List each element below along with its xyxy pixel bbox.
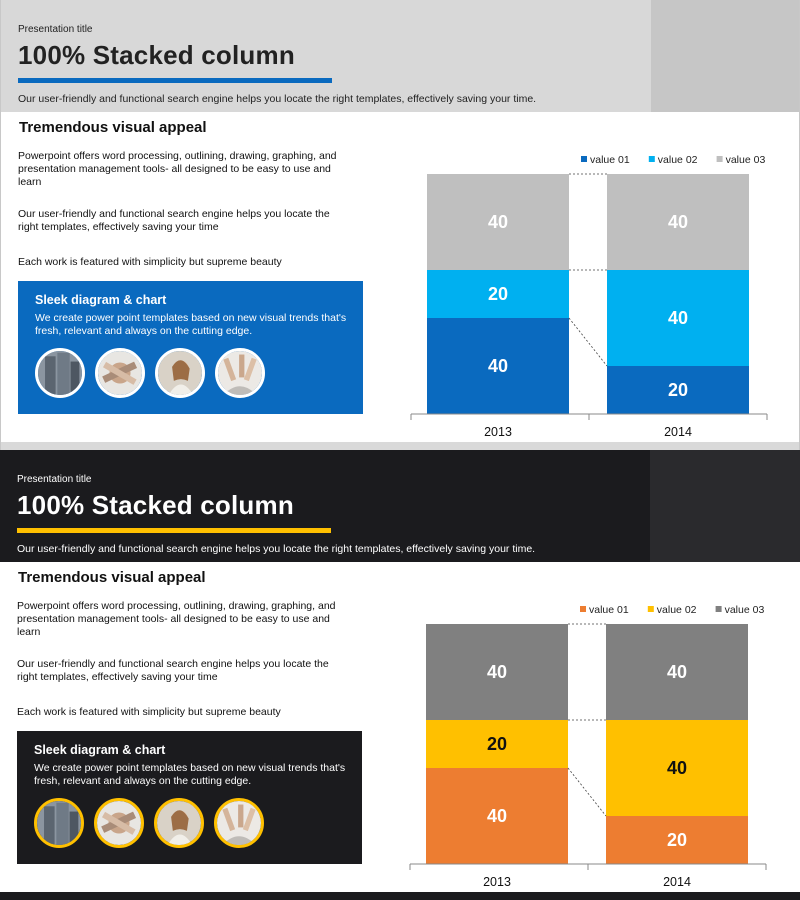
bar-segment	[606, 816, 748, 864]
legend-item: value 01	[581, 154, 630, 166]
title-underline	[18, 78, 332, 83]
data-label: 40	[668, 212, 688, 232]
presentation-title: Presentation title	[17, 474, 92, 485]
chart-canvas: value 01 value 02 value 03 40 20 40 20 40 40 2013…	[410, 154, 768, 439]
series-connector	[568, 317, 608, 367]
legend-item: value 03	[715, 604, 765, 616]
legend-label: value 02	[657, 604, 697, 616]
bar-segment	[426, 720, 568, 768]
x-tick-label: 2013	[483, 875, 511, 889]
section-heading: Tremendous visual appeal	[18, 569, 206, 586]
team-hands-photo	[95, 348, 145, 398]
bar-segment	[606, 720, 748, 816]
legend-swatch	[647, 606, 654, 612]
woman-phone-photo	[154, 798, 204, 848]
x-tick-label: 2014	[663, 875, 691, 889]
header-side-block	[651, 0, 799, 112]
bar-segment	[426, 768, 568, 864]
bar-segment	[427, 270, 569, 318]
page-title: 100% Stacked column	[17, 490, 294, 520]
legend-label: value 03	[725, 604, 765, 616]
paragraph-2: Our user-friendly and functional search …	[18, 208, 330, 233]
feature-box-title: Sleek diagram & chart	[34, 743, 166, 757]
slide-dark: Presentation title 100% Stacked column O…	[0, 450, 800, 900]
bar-segment	[427, 174, 569, 270]
page-subtitle: Our user-friendly and functional search …	[17, 543, 536, 555]
presentation-title: Presentation title	[18, 24, 93, 35]
stacked-column-chart: value 01 value 02 value 03 40 20 40 20 40 40 2013…	[381, 150, 799, 450]
legend-swatch	[716, 156, 723, 162]
data-label: 40	[667, 758, 687, 778]
data-label: 40	[488, 212, 508, 232]
woman-phone-photo	[155, 348, 205, 398]
bar-segment	[427, 318, 569, 414]
stacked-column-chart: value 01 value 02 value 03 40 20 40 20 40 40 2013…	[380, 600, 800, 900]
paragraph-1: Powerpoint offers word processing, outli…	[17, 600, 336, 638]
series-connector	[567, 767, 607, 817]
section-heading: Tremendous visual appeal	[19, 119, 207, 136]
header-band: Presentation title 100% Stacked column O…	[0, 450, 800, 562]
data-label: 40	[487, 662, 507, 682]
data-label: 20	[488, 284, 508, 304]
legend-label: value 01	[590, 154, 630, 166]
legend-swatch	[580, 606, 586, 612]
data-label: 40	[668, 308, 688, 328]
bar-segment	[426, 624, 568, 720]
team-cheer-photo	[215, 348, 265, 398]
feature-box-title: Sleek diagram & chart	[35, 293, 167, 307]
x-tick-label: 2013	[484, 425, 512, 439]
footer-strip	[1, 442, 799, 450]
feature-box-text: We create power point templates based on…	[35, 312, 347, 337]
x-tick-label: 2014	[664, 425, 692, 439]
bar-segment	[606, 624, 748, 720]
page-subtitle: Our user-friendly and functional search …	[18, 93, 537, 105]
legend-label: value 02	[658, 154, 698, 166]
data-label: 40	[487, 806, 507, 826]
building-photo	[34, 798, 84, 848]
bar-segment	[607, 270, 749, 366]
paragraph-1: Powerpoint offers word processing, outli…	[18, 150, 337, 188]
legend-swatch	[581, 156, 587, 162]
data-label: 40	[488, 356, 508, 376]
bar-segment	[607, 174, 749, 270]
building-photo	[35, 348, 85, 398]
data-label: 20	[487, 734, 507, 754]
team-cheer-photo	[214, 798, 264, 848]
data-label: 20	[668, 380, 688, 400]
legend-label: value 03	[726, 154, 766, 166]
legend-label: value 01	[589, 604, 629, 616]
legend-item: value 02	[647, 604, 697, 616]
paragraph-3: Each work is featured with simplicity bu…	[18, 256, 282, 268]
data-label: 20	[667, 830, 687, 850]
feature-box: Sleek diagram & chart We create power po…	[18, 281, 363, 414]
legend-swatch	[715, 606, 722, 612]
data-label: 40	[667, 662, 687, 682]
chart-canvas: value 01 value 02 value 03 40 20 40 20 40 40 2013…	[409, 604, 767, 889]
legend-swatch	[648, 156, 655, 162]
legend-item: value 01	[580, 604, 629, 616]
bar-segment	[607, 366, 749, 414]
legend-item: value 02	[648, 154, 698, 166]
legend-item: value 03	[716, 154, 766, 166]
feature-box: Sleek diagram & chart We create power po…	[17, 731, 362, 864]
slide-light: Presentation title 100% Stacked column O…	[0, 0, 800, 450]
page-title: 100% Stacked column	[18, 40, 295, 70]
title-underline	[17, 528, 331, 533]
header-side-block	[650, 450, 800, 562]
paragraph-2: Our user-friendly and functional search …	[17, 658, 329, 683]
feature-box-text: We create power point templates based on…	[34, 762, 346, 787]
header-band: Presentation title 100% Stacked column O…	[1, 0, 799, 112]
team-hands-photo	[94, 798, 144, 848]
paragraph-3: Each work is featured with simplicity bu…	[17, 706, 281, 718]
footer-strip	[0, 892, 800, 900]
